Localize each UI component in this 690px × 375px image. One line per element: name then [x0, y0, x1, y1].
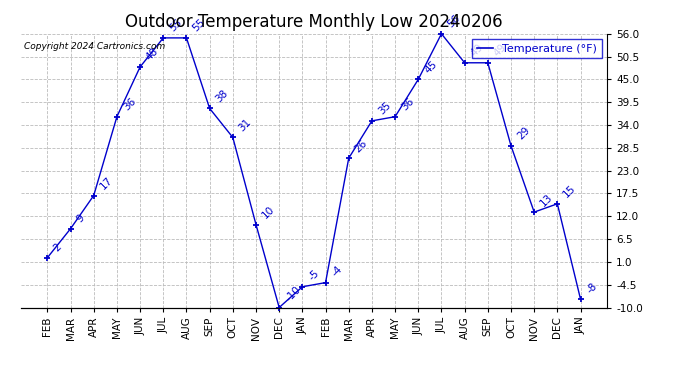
Legend: Temperature (°F): Temperature (°F)	[473, 39, 602, 58]
Text: Copyright 2024 Cartronics.com: Copyright 2024 Cartronics.com	[23, 42, 165, 51]
Text: 15: 15	[562, 183, 578, 200]
Text: 13: 13	[538, 192, 555, 208]
Text: 45: 45	[422, 59, 439, 75]
Text: 29: 29	[515, 125, 531, 142]
Text: 36: 36	[400, 96, 415, 112]
Text: -5: -5	[306, 268, 321, 283]
Text: 9: 9	[75, 213, 86, 225]
Text: 56: 56	[446, 13, 462, 30]
Text: -8: -8	[584, 280, 599, 295]
Text: 48: 48	[144, 46, 161, 63]
Text: 35: 35	[376, 100, 393, 117]
Text: -10: -10	[284, 284, 302, 303]
Title: Outdoor Temperature Monthly Low 20240206: Outdoor Temperature Monthly Low 20240206	[125, 13, 503, 31]
Text: 49: 49	[492, 42, 509, 58]
Text: 55: 55	[190, 17, 207, 34]
Text: 10: 10	[260, 204, 277, 220]
Text: 38: 38	[214, 88, 230, 104]
Text: 55: 55	[168, 17, 184, 34]
Text: -4: -4	[330, 264, 344, 279]
Text: 36: 36	[121, 96, 137, 112]
Text: 31: 31	[237, 117, 253, 133]
Text: 17: 17	[98, 175, 115, 191]
Text: 2: 2	[52, 242, 63, 254]
Text: 49: 49	[469, 42, 485, 58]
Text: 26: 26	[353, 138, 369, 154]
